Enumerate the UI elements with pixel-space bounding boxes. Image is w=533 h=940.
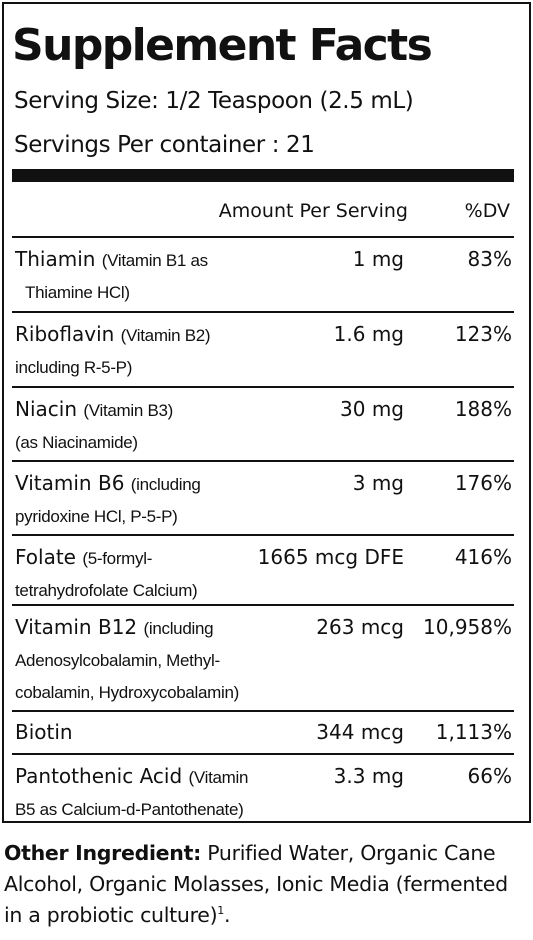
nutrient-dv: 123% bbox=[454, 322, 512, 346]
nutrient-amount: 1 mg bbox=[352, 247, 404, 271]
footnote-marker: 1 bbox=[217, 904, 224, 918]
nutrient-detail: (5-formyl- bbox=[82, 549, 153, 568]
nutrient-label: Pantothenic Acid (Vitamin B5 as Calcium-… bbox=[15, 761, 315, 825]
nutrient-label: Vitamin B12 (including Adenosylcobalamin… bbox=[15, 612, 315, 708]
dv-header: %DV bbox=[464, 200, 510, 222]
nutrient-detail: (Vitamin B3) bbox=[83, 401, 173, 420]
nutrient-detail: (including bbox=[130, 475, 201, 494]
nutrient-row-pantothenic-acid: Pantothenic Acid (Vitamin B5 as Calcium-… bbox=[12, 753, 514, 819]
nutrient-label: Folate (5-formyl- tetrahydrofolate Calci… bbox=[15, 542, 315, 606]
other-ingredients-end: . bbox=[223, 903, 231, 927]
nutrient-label: Niacin (Vitamin B3) (as Niacinamide) bbox=[15, 394, 315, 458]
nutrient-amount: 3 mg bbox=[352, 471, 404, 495]
nutrient-name: Niacin bbox=[15, 397, 78, 421]
servings-per-container: Servings Per container : 21 bbox=[14, 132, 315, 158]
nutrient-detail: (Vitamin B2) bbox=[120, 326, 211, 345]
nutrient-amount: 3.3 mg bbox=[333, 764, 404, 788]
nutrient-name: Riboflavin bbox=[15, 322, 115, 346]
nutrient-detail-line2: (as Niacinamide) bbox=[15, 433, 138, 452]
nutrient-amount: 344 mcg bbox=[316, 720, 404, 744]
nutrient-amount: 1665 mcg DFE bbox=[257, 545, 404, 569]
nutrient-dv: 416% bbox=[454, 545, 512, 569]
nutrient-amount: 30 mg bbox=[340, 397, 404, 421]
nutrient-row-folate: Folate (5-formyl- tetrahydrofolate Calci… bbox=[12, 534, 514, 605]
other-ingredients-text: Purified Water, Organic Cane Alcohol, Or… bbox=[4, 841, 508, 927]
nutrient-row-biotin: Biotin 344 mcg 1,113% bbox=[12, 710, 514, 754]
nutrient-row-riboflavin: Riboflavin (Vitamin B2) including R-5-P)… bbox=[12, 311, 514, 387]
nutrient-row-vitamin-b12: Vitamin B12 (including Adenosylcobalamin… bbox=[12, 604, 514, 711]
nutrient-dv: 10,958% bbox=[423, 615, 512, 639]
nutrient-detail-line3: cobalamin, Hydroxycobalamin) bbox=[15, 683, 240, 702]
nutrient-detail-line2: Adenosylcobalamin, Methyl- bbox=[15, 651, 220, 670]
nutrient-detail-line2: B5 as Calcium-d-Pantothenate) bbox=[15, 800, 244, 819]
nutrient-dv: 188% bbox=[454, 397, 512, 421]
nutrient-detail: (including bbox=[143, 619, 214, 638]
nutrient-detail-line2: including R-5-P) bbox=[15, 358, 133, 377]
nutrient-detail-line2: Thiamine HCl) bbox=[25, 283, 130, 302]
nutrient-amount: 263 mcg bbox=[316, 615, 404, 639]
nutrient-dv: 83% bbox=[467, 247, 512, 271]
amount-per-serving-header: Amount Per Serving bbox=[218, 200, 408, 222]
nutrient-detail-line2: pyridoxine HCl, P-5-P) bbox=[15, 507, 178, 526]
nutrient-row-thiamin: Thiamin (Vitamin B1 as Thiamine HCl) 1 m… bbox=[12, 236, 514, 312]
nutrient-label: Thiamin (Vitamin B1 as Thiamine HCl) bbox=[15, 244, 315, 308]
nutrient-label: Biotin bbox=[15, 717, 315, 747]
supplement-facts-panel bbox=[2, 2, 531, 823]
serving-size: Serving Size: 1/2 Teaspoon (2.5 mL) bbox=[14, 88, 414, 114]
nutrient-dv: 66% bbox=[467, 764, 512, 788]
nutrient-name: Thiamin bbox=[15, 247, 96, 271]
nutrient-detail: (Vitamin bbox=[188, 768, 249, 787]
nutrient-name: Folate bbox=[15, 545, 76, 569]
nutrient-detail: (Vitamin B1 as bbox=[101, 251, 208, 270]
nutrient-dv: 1,113% bbox=[435, 720, 512, 744]
nutrient-name: Pantothenic Acid bbox=[15, 764, 183, 788]
nutrient-name: Vitamin B12 bbox=[15, 615, 138, 639]
nutrient-label: Vitamin B6 (including pyridoxine HCl, P-… bbox=[15, 468, 315, 532]
panel-title: Supplement Facts bbox=[12, 20, 433, 71]
other-ingredients-label: Other Ingredient: bbox=[4, 841, 201, 865]
nutrient-row-vitamin-b6: Vitamin B6 (including pyridoxine HCl, P-… bbox=[12, 460, 514, 535]
column-header: Amount Per Serving %DV bbox=[12, 196, 514, 226]
nutrient-name: Biotin bbox=[15, 720, 73, 744]
nutrient-row-niacin: Niacin (Vitamin B3) (as Niacinamide) 30 … bbox=[12, 386, 514, 461]
nutrient-name: Vitamin B6 bbox=[15, 471, 125, 495]
nutrient-dv: 176% bbox=[454, 471, 512, 495]
thick-divider bbox=[12, 169, 514, 182]
nutrient-label: Riboflavin (Vitamin B2) including R-5-P) bbox=[15, 319, 315, 383]
nutrient-detail-line2: tetrahydrofolate Calcium) bbox=[15, 581, 198, 600]
nutrient-amount: 1.6 mg bbox=[333, 322, 404, 346]
other-ingredients: Other Ingredient: Purified Water, Organi… bbox=[4, 838, 529, 931]
